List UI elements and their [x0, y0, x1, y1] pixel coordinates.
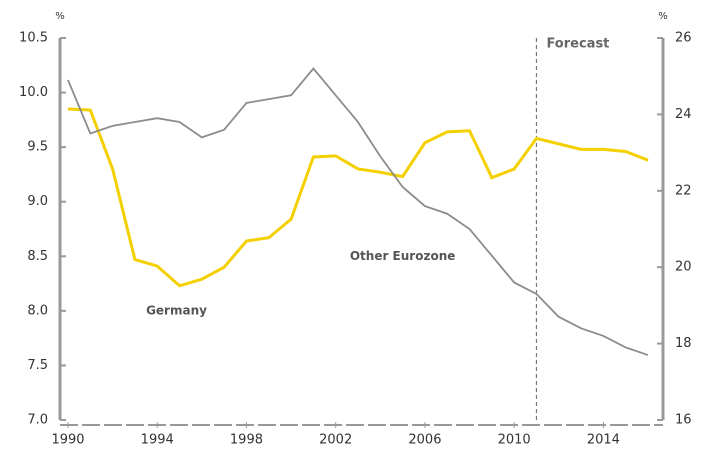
x-tick-label: 1994 — [141, 433, 174, 448]
y-tick-label: 7.0 — [27, 413, 48, 428]
y2-tick-label: 20 — [675, 260, 692, 275]
y2-tick-label: 16 — [675, 413, 692, 428]
y2-unit: % — [658, 11, 668, 22]
x-tick-label: 2014 — [587, 433, 620, 448]
y2-tick-label: 26 — [675, 31, 692, 46]
x-tick-label: 2002 — [319, 433, 352, 448]
y-tick-label: 10.5 — [19, 31, 48, 46]
y-unit: % — [55, 11, 65, 22]
y-tick-label: 10.0 — [19, 85, 48, 100]
x-tick-label: 2010 — [498, 433, 531, 448]
y-tick-label: 8.5 — [27, 249, 48, 264]
series-line — [67, 107, 649, 288]
x-tick-label: 1998 — [230, 433, 263, 448]
series-label: Other Eurozone — [350, 249, 456, 263]
y2-tick-label: 24 — [675, 107, 692, 122]
y-tick-label: 7.5 — [27, 358, 48, 373]
y2-tick-label: 22 — [675, 183, 692, 198]
x-tick-label: 1990 — [51, 433, 84, 448]
y-tick-label: 8.0 — [27, 303, 48, 318]
y2-tick-label: 18 — [675, 336, 692, 351]
forecast-label: Forecast — [546, 37, 609, 52]
x-tick-label: 2006 — [408, 433, 441, 448]
series-label: Germany — [146, 303, 207, 317]
y-tick-label: 9.5 — [27, 140, 48, 155]
y-tick-label: 9.0 — [27, 194, 48, 209]
series-line — [67, 67, 649, 356]
